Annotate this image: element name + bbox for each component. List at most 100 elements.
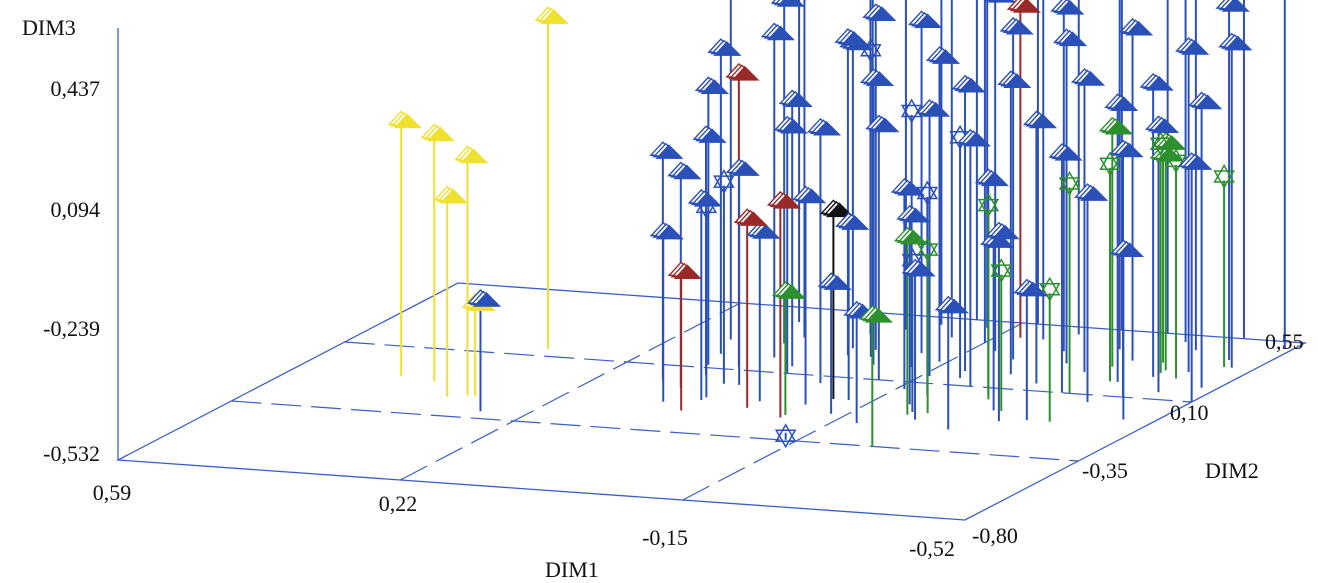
data-point-star-green xyxy=(1038,276,1061,302)
data-point-arrow-blue xyxy=(687,188,723,207)
data-point-arrow-blue xyxy=(1048,142,1083,161)
marker-layer-shape xyxy=(962,131,992,147)
data-point-arrow-red xyxy=(766,190,802,209)
marker-base xyxy=(1120,31,1149,36)
y-tick-label: 0,55 xyxy=(1265,329,1304,354)
marker-layer-shape xyxy=(1193,94,1223,110)
marker-layer-shape xyxy=(472,292,502,307)
data-point-arrow-yellow xyxy=(420,123,455,142)
data-point-arrow-blue xyxy=(1118,17,1154,36)
marker-base xyxy=(708,51,737,56)
marker-layer-shape xyxy=(693,191,723,207)
x-tick-label: 0,22 xyxy=(379,491,418,516)
marker-base xyxy=(762,35,791,41)
data-point-arrow-blue xyxy=(999,16,1034,35)
marker-layer-shape xyxy=(1110,96,1139,112)
marker-layer-shape xyxy=(1054,145,1083,161)
marker-base xyxy=(835,41,864,46)
star-triangle-down xyxy=(977,198,1000,218)
star-triangle-up xyxy=(916,180,939,200)
marker-layer-shape xyxy=(766,25,795,41)
grid-line xyxy=(231,400,1079,462)
data-point-arrow-blue xyxy=(649,221,684,240)
marker-base xyxy=(1179,165,1208,170)
data-point-arrow-blue xyxy=(984,0,1016,3)
marker-layer-shape xyxy=(777,284,807,299)
data-point-star-blue xyxy=(774,423,797,449)
data-point-star-green xyxy=(1149,131,1172,157)
marker-base xyxy=(726,76,755,81)
data-point-arrow-blue xyxy=(692,125,727,143)
data-point-arrow-blue xyxy=(1022,110,1058,129)
marker-base xyxy=(1111,252,1140,258)
marker-base xyxy=(863,16,892,21)
data-point-arrow-blue xyxy=(1109,139,1144,158)
marker-base xyxy=(936,308,965,314)
marker-base xyxy=(650,154,679,159)
data-point-arrow-green xyxy=(858,304,893,323)
marker-layer-shape xyxy=(784,92,813,108)
marker-layer-shape xyxy=(921,102,951,117)
marker-base xyxy=(976,181,1005,187)
marker-layer-shape xyxy=(1079,186,1109,201)
marker-base xyxy=(986,0,1012,3)
star-triangle-down xyxy=(860,44,882,63)
marker-base xyxy=(535,19,565,24)
data-point-arrow-blue xyxy=(667,161,702,180)
data-point-arrow-blue xyxy=(862,3,897,21)
star-triangle-up xyxy=(1165,148,1187,168)
marker-base xyxy=(952,88,982,93)
data-stems xyxy=(400,0,1286,447)
marker-layer-shape xyxy=(797,188,827,204)
marker-base xyxy=(866,127,895,133)
marker-layer-shape xyxy=(655,144,684,159)
data-point-arrow-blue xyxy=(1109,239,1145,258)
grid-line xyxy=(400,302,741,481)
marker-base xyxy=(860,318,889,323)
star-triangle-up xyxy=(1038,276,1061,296)
marker-base xyxy=(1141,86,1170,91)
y-axis-title: DIM2 xyxy=(1205,458,1259,483)
y-tick-label: -0,80 xyxy=(972,523,1018,548)
data-point-star-blue xyxy=(860,37,882,63)
star-triangle-down xyxy=(1038,283,1061,302)
star-triangle-down xyxy=(713,175,735,195)
marker-layer-shape xyxy=(1076,71,1106,86)
data-point-arrow-blue xyxy=(907,10,943,29)
marker-layer-shape xyxy=(902,207,931,223)
star-triangle-up xyxy=(900,98,923,118)
marker-base xyxy=(1075,196,1104,201)
data-point-star-green xyxy=(1058,170,1081,196)
data-point-arrow-blue xyxy=(806,117,842,136)
marker-base xyxy=(909,23,938,29)
axes xyxy=(115,28,1308,521)
marker-layer-shape xyxy=(913,13,943,29)
data-point-arrow-blue xyxy=(725,158,760,176)
data-point-arrow-green xyxy=(1098,116,1134,135)
data-point-arrow-blue xyxy=(997,70,1032,89)
z-tick-label: 0,437 xyxy=(51,76,101,101)
marker-layer-shape xyxy=(731,65,760,81)
z-tick-label: -0,239 xyxy=(43,316,100,341)
data-point-arrow-green xyxy=(771,281,807,299)
data-point-arrow-blue xyxy=(835,212,870,230)
data-point-arrow-blue xyxy=(694,76,730,94)
marker-layer-shape xyxy=(1124,20,1154,36)
data-markers xyxy=(387,0,1253,449)
data-point-arrow-blue xyxy=(466,289,502,307)
data-point-arrow-blue xyxy=(890,177,926,196)
data-point-arrow-blue xyxy=(791,185,827,204)
marker-base xyxy=(1176,50,1205,55)
marker-layer-shape xyxy=(1115,142,1144,158)
star-triangle-down xyxy=(1213,170,1235,190)
star-triangle-up xyxy=(774,423,797,443)
star-triangle-down xyxy=(916,186,939,206)
data-point-arrow-blue xyxy=(1013,278,1048,297)
marker-layer-shape xyxy=(931,49,961,64)
marker-base xyxy=(768,204,797,209)
data-point-arrow-blue xyxy=(1139,72,1174,91)
data-point-star-green xyxy=(1099,151,1121,177)
y-tick-label: -0,35 xyxy=(1082,458,1128,483)
data-point-arrow-blue xyxy=(956,128,992,147)
star-triangle-down xyxy=(1099,157,1121,177)
